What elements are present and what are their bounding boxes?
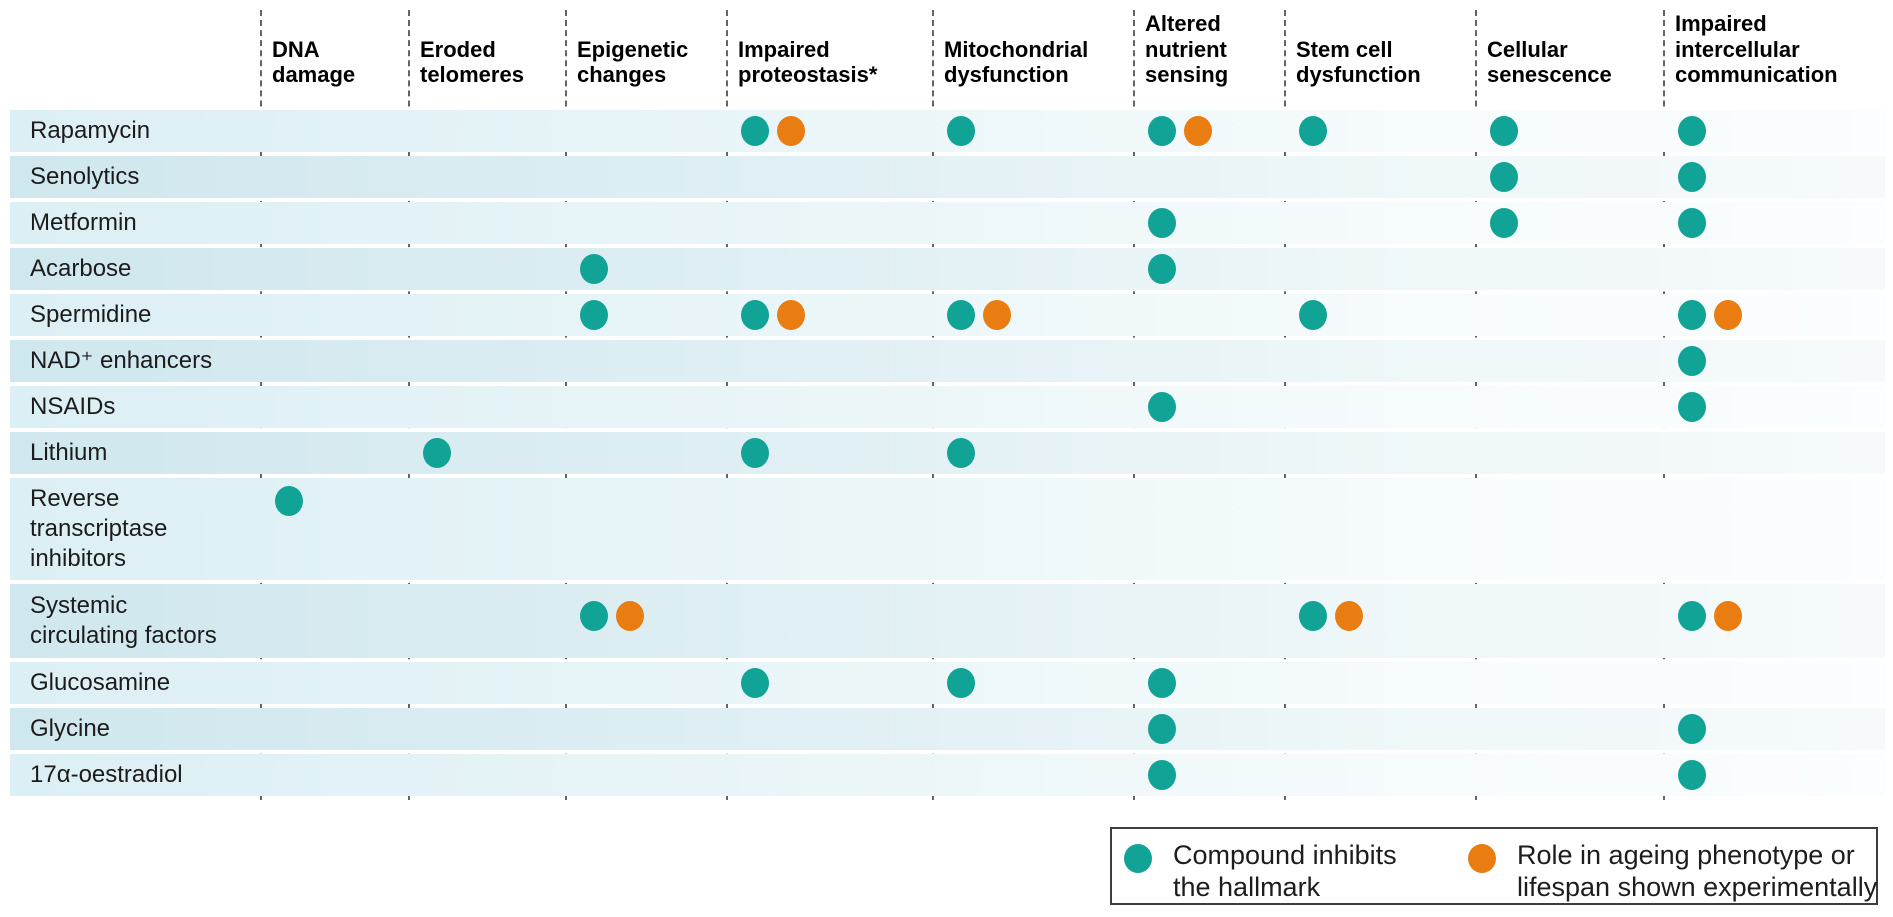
inhibits-hallmark-dot <box>1148 254 1176 284</box>
legend-item-inhibits: Compound inhibits the hallmark <box>1124 840 1423 904</box>
table-row-nad-enhancers: NAD⁺ enhancers <box>10 340 1885 382</box>
inhibits-hallmark-dot <box>1148 668 1176 698</box>
inhibits-hallmark-dot <box>947 116 975 146</box>
inhibits-hallmark-dot <box>1148 392 1176 422</box>
row-label: Acarbose <box>30 255 132 282</box>
experimental-evidence-dot <box>1714 300 1742 330</box>
column-header-impaired-intercellular-communication: Impaired intercellular communication <box>1675 11 1838 88</box>
row-label: Spermidine <box>30 301 152 328</box>
inhibits-hallmark-dot <box>1490 116 1518 146</box>
column-header-impaired-proteostasis: Impaired proteostasis* <box>738 36 878 88</box>
inhibits-hallmark-dot <box>1678 116 1706 146</box>
inhibits-hallmark-dot <box>275 486 303 516</box>
teal-dot-icon <box>1124 844 1152 873</box>
experimental-evidence-dot <box>983 300 1011 330</box>
table-row-glycine: Glycine <box>10 708 1885 750</box>
inhibits-hallmark-dot <box>741 668 769 698</box>
inhibits-hallmark-dot <box>580 601 608 631</box>
legend-label: Compound inhibits the hallmark <box>1173 840 1397 902</box>
column-header-epigenetic-changes: Epigenetic changes <box>577 36 689 88</box>
experimental-evidence-dot <box>1714 601 1742 631</box>
column-header-mitochondrial-dysfunction: Mitochondrial dysfunction <box>944 36 1089 88</box>
row-label: 17α-oestradiol <box>30 761 183 788</box>
column-header-dna-damage: DNA damage <box>272 36 356 88</box>
row-label: Glucosamine <box>30 669 171 696</box>
inhibits-hallmark-dot <box>580 254 608 284</box>
experimental-evidence-dot <box>616 601 644 631</box>
row-label: Metformin <box>30 209 137 236</box>
legend-label: Role in ageing phenotype or lifespan sho… <box>1517 840 1878 902</box>
table-row-reverse-transcriptase-inhibitors: Reverse transcriptase inhibitors <box>10 478 1885 580</box>
inhibits-hallmark-dot <box>741 300 769 330</box>
inhibits-hallmark-dot <box>580 300 608 330</box>
inhibits-hallmark-dot <box>1299 601 1327 631</box>
inhibits-hallmark-dot <box>1299 300 1327 330</box>
table-row-spermidine: Spermidine <box>10 294 1885 336</box>
inhibits-hallmark-dot <box>423 438 451 468</box>
row-label: Systemic circulating factors <box>30 592 217 649</box>
inhibits-hallmark-dot <box>947 438 975 468</box>
inhibits-hallmark-dot <box>1678 346 1706 376</box>
legend: Compound inhibits the hallmark Role in a… <box>1110 827 1878 905</box>
row-label: Lithium <box>30 439 108 466</box>
row-label: Rapamycin <box>30 117 151 144</box>
experimental-evidence-dot <box>777 116 805 146</box>
inhibits-hallmark-dot <box>1490 208 1518 238</box>
inhibits-hallmark-dot <box>1678 162 1706 192</box>
experimental-evidence-dot <box>1184 116 1212 146</box>
inhibits-hallmark-dot <box>1678 300 1706 330</box>
inhibits-hallmark-dot <box>1148 760 1176 790</box>
inhibits-hallmark-dot <box>1148 116 1176 146</box>
inhibits-hallmark-dot <box>947 300 975 330</box>
inhibits-hallmark-dot <box>1678 714 1706 744</box>
row-label: NSAIDs <box>30 393 116 420</box>
table-row-metformin: Metformin <box>10 202 1885 244</box>
inhibits-hallmark-dot <box>1148 208 1176 238</box>
inhibits-hallmark-dot <box>1490 162 1518 192</box>
legend-item-experimental: Role in ageing phenotype or lifespan sho… <box>1468 840 1893 904</box>
row-label: Senolytics <box>30 163 140 190</box>
inhibits-hallmark-dot <box>1678 392 1706 422</box>
inhibits-hallmark-dot <box>1678 760 1706 790</box>
inhibits-hallmark-dot <box>1148 714 1176 744</box>
table-row-senolytics: Senolytics <box>10 156 1885 198</box>
experimental-evidence-dot <box>1335 601 1363 631</box>
table-row-17a-oestradiol: 17α-oestradiol <box>10 754 1885 796</box>
row-label: Reverse transcriptase inhibitors <box>30 485 168 572</box>
row-label: NAD⁺ enhancers <box>30 347 213 374</box>
inhibits-hallmark-dot <box>947 668 975 698</box>
column-header-eroded-telomeres: Eroded telomeres <box>420 36 524 88</box>
inhibits-hallmark-dot <box>741 116 769 146</box>
inhibits-hallmark-dot <box>741 438 769 468</box>
row-label: Glycine <box>30 715 111 742</box>
table-row-nsaids: NSAIDs <box>10 386 1885 428</box>
inhibits-hallmark-dot <box>1678 208 1706 238</box>
inhibits-hallmark-dot <box>1678 601 1706 631</box>
inhibits-hallmark-dot <box>1299 116 1327 146</box>
table-row-systemic-circulating-factors: Systemic circulating factors <box>10 584 1885 658</box>
column-header-altered-nutrient-sensing: Altered nutrient sensing <box>1145 11 1229 88</box>
orange-dot-icon <box>1468 844 1496 873</box>
column-header-stem-cell-dysfunction: Stem cell dysfunction <box>1296 36 1421 88</box>
experimental-evidence-dot <box>777 300 805 330</box>
table-row-acarbose: Acarbose <box>10 248 1885 290</box>
column-header-cellular-senescence: Cellular senescence <box>1487 36 1612 88</box>
